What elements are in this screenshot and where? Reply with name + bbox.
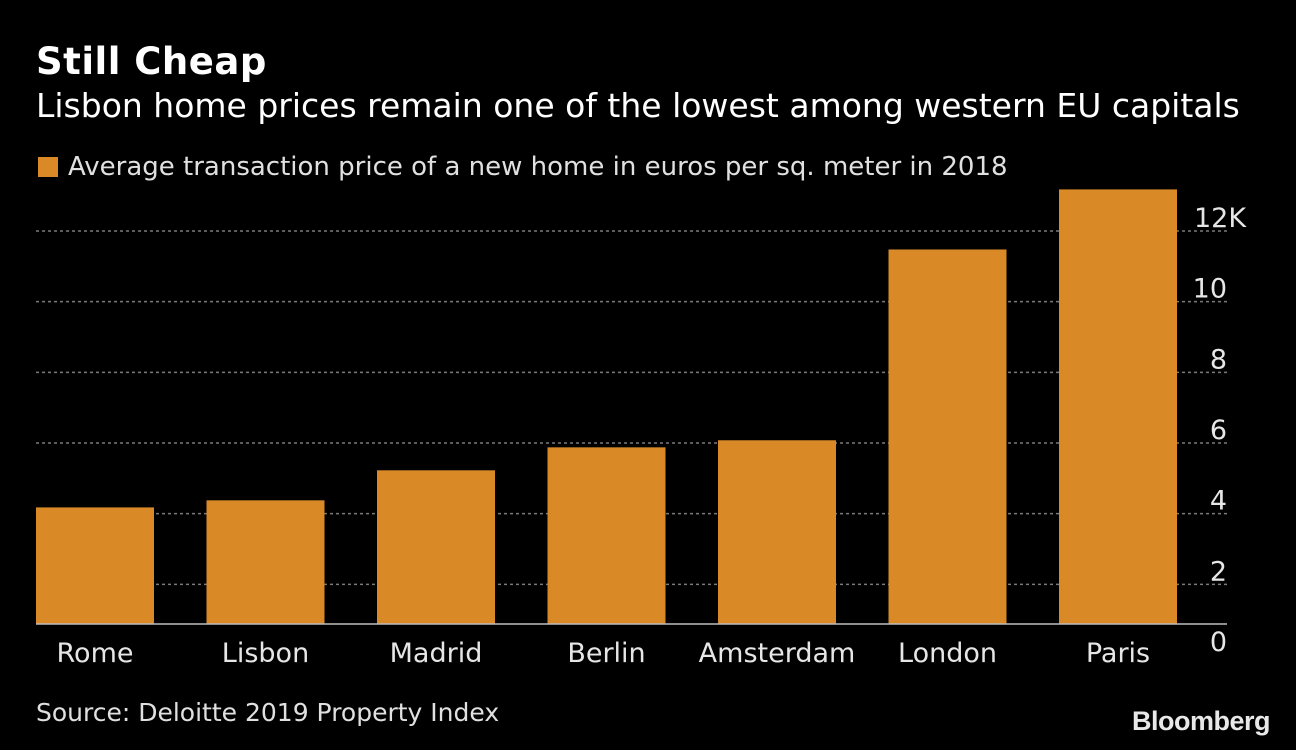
y-tick-label: 8 xyxy=(1210,344,1227,375)
bar xyxy=(547,447,666,624)
x-tick-label: Amsterdam xyxy=(699,638,856,669)
bar xyxy=(888,249,1007,624)
y-tick-label: 0 xyxy=(1210,627,1227,658)
source-note: Source: Deloitte 2019 Property Index xyxy=(36,698,500,727)
y-tick-label: 6 xyxy=(1210,415,1227,446)
x-tick-label: Berlin xyxy=(567,638,645,669)
chart-subtitle: Lisbon home prices remain one of the low… xyxy=(36,86,1240,125)
y-tick-label: 2 xyxy=(1210,556,1227,587)
bar xyxy=(718,440,836,624)
bar xyxy=(36,507,154,624)
legend-label: Average transaction price of a new home … xyxy=(68,152,1008,182)
legend-swatch xyxy=(38,157,58,177)
bar xyxy=(206,500,325,624)
x-tick-label: Paris xyxy=(1086,638,1150,669)
bloomberg-logo: Bloomberg xyxy=(1131,706,1271,736)
y-tick-label: 12K xyxy=(1194,203,1247,234)
y-tick-label: 4 xyxy=(1210,486,1227,517)
bar xyxy=(1059,189,1177,624)
bar xyxy=(377,470,495,624)
legend: Average transaction price of a new home … xyxy=(38,152,1008,182)
x-tick-label: Lisbon xyxy=(222,638,309,669)
x-tick-label: Madrid xyxy=(390,638,483,669)
chart-title: Still Cheap xyxy=(36,40,267,83)
x-tick-label: London xyxy=(898,638,997,669)
y-tick-label: 10 xyxy=(1193,274,1227,305)
x-tick-label: Rome xyxy=(57,638,134,669)
